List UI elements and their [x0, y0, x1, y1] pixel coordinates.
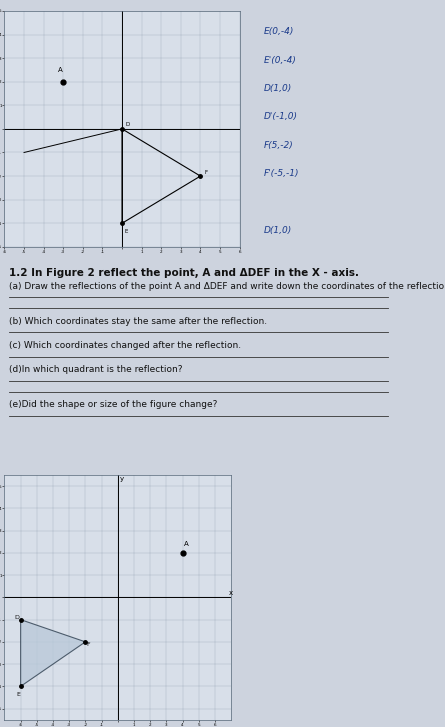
Polygon shape	[20, 619, 85, 686]
Text: E: E	[16, 691, 20, 696]
Text: E(0,-4): E(0,-4)	[263, 28, 294, 36]
Text: D: D	[126, 121, 130, 126]
Text: (e)Did the shape or size of the figure change?: (e)Did the shape or size of the figure c…	[9, 401, 217, 409]
Text: E'(0,-4): E'(0,-4)	[263, 56, 296, 65]
Text: F: F	[86, 642, 89, 646]
Text: A: A	[58, 68, 63, 73]
Text: E: E	[125, 229, 128, 234]
Text: F'(-5,-1): F'(-5,-1)	[263, 169, 299, 178]
Text: x: x	[229, 590, 233, 596]
Text: (d)In which quadrant is the reflection?: (d)In which quadrant is the reflection?	[9, 366, 182, 374]
Text: (b) Which coordinates stay the same after the reflection.: (b) Which coordinates stay the same afte…	[9, 316, 267, 326]
Text: A: A	[184, 542, 189, 547]
Text: F: F	[204, 170, 207, 175]
Text: 1.2 In Figure 2 reflect the point, A and ΔDEF in the X - axis.: 1.2 In Figure 2 reflect the point, A and…	[9, 268, 359, 278]
Text: y: y	[0, 726, 1, 727]
Text: F(5,-2): F(5,-2)	[263, 141, 293, 150]
Text: D(1,0): D(1,0)	[263, 225, 292, 235]
Text: y: y	[120, 476, 124, 483]
Text: D'(-1,0): D'(-1,0)	[263, 113, 298, 121]
Text: x: x	[0, 726, 1, 727]
Text: D: D	[14, 615, 19, 620]
Text: (c) Which coordinates changed after the reflection.: (c) Which coordinates changed after the …	[9, 341, 241, 350]
Text: (a) Draw the reflections of the point A and ΔDEF and write down the coordinates : (a) Draw the reflections of the point A …	[9, 281, 445, 291]
Text: D(1,0): D(1,0)	[263, 84, 292, 93]
